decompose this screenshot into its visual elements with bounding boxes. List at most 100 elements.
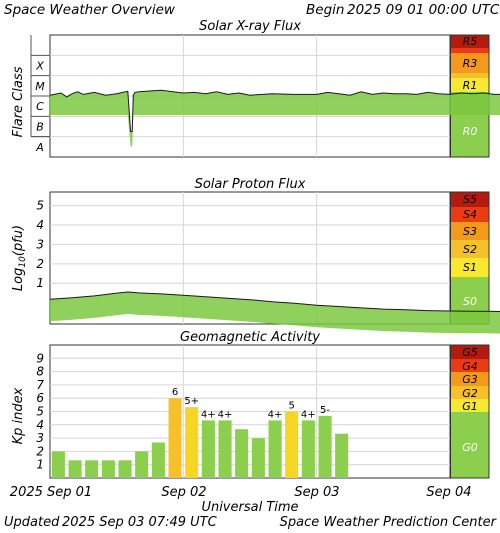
proton-flux-area bbox=[50, 292, 500, 334]
kp-bar bbox=[68, 460, 82, 478]
x-tick-label-sep01: 2025 Sep 01 bbox=[10, 485, 92, 500]
scale-label-g1: G1 bbox=[462, 400, 478, 413]
proton-scale-s3 bbox=[451, 222, 489, 240]
kp-bar bbox=[201, 420, 215, 478]
kp-y-tick-label: 7 bbox=[36, 378, 44, 392]
scale-label-s3: S3 bbox=[463, 225, 477, 238]
page-title: Space Weather Overview bbox=[4, 2, 176, 18]
proton-scale-s5 bbox=[451, 192, 489, 207]
kp-bars: 65+4+ 4+ 4+54+ 5- bbox=[51, 387, 349, 478]
kp-bar bbox=[285, 411, 299, 478]
credit-text: Space Weather Prediction Center bbox=[280, 515, 498, 530]
kp-bar bbox=[218, 420, 232, 478]
proton-y-axis-label: Log10(pfu) bbox=[11, 225, 28, 291]
scale-label-g4: G4 bbox=[462, 360, 478, 373]
kp-y-tick-label: 5 bbox=[36, 405, 44, 419]
kp-bar bbox=[251, 438, 265, 478]
kp-bar-label: 5+ bbox=[184, 396, 199, 407]
updated-time: 2025 Sep 03 07:49 UTC bbox=[62, 515, 218, 530]
kp-bar-label: 4+ bbox=[201, 409, 216, 420]
proton-y-tick-label: 5 bbox=[36, 199, 44, 213]
kp-y-tick-label: 9 bbox=[36, 351, 44, 365]
kp-y-tick-label: 1 bbox=[36, 458, 44, 472]
xray-class-label: X bbox=[35, 60, 44, 73]
kp-bar bbox=[335, 433, 349, 478]
xray-scale-r1 bbox=[451, 78, 489, 92]
updated-label: Updated bbox=[4, 515, 60, 530]
kp-bar bbox=[185, 407, 199, 478]
scale-label-s5: S5 bbox=[463, 193, 477, 206]
xray-class-label: B bbox=[36, 121, 44, 134]
proton-scale-s2 bbox=[451, 240, 489, 258]
kp-y-tick-label: 4 bbox=[36, 418, 44, 432]
kp-bar bbox=[168, 398, 182, 478]
xray-scale-r4 bbox=[451, 48, 489, 53]
proton-scale-s1 bbox=[451, 258, 489, 277]
kp-y-tick-label: 6 bbox=[36, 391, 44, 405]
scale-label-g2: G2 bbox=[462, 387, 478, 400]
kp-bar-label: 6 bbox=[172, 387, 178, 398]
scale-label-r3: R3 bbox=[463, 57, 478, 70]
xray-flux-line bbox=[49, 89, 500, 132]
proton-y-tick-label: 1 bbox=[36, 276, 44, 290]
kp-bar-label: 4+ bbox=[268, 409, 283, 420]
kp-scale-g0 bbox=[451, 412, 489, 478]
xray-flux-area bbox=[50, 90, 500, 147]
scale-label-g3: G3 bbox=[462, 373, 478, 386]
kp-bar-label: 4+ bbox=[218, 409, 233, 420]
kp-bar bbox=[151, 442, 165, 478]
proton-scale-s4 bbox=[451, 207, 489, 222]
kp-scale-g4 bbox=[451, 359, 489, 372]
xray-scale-r3 bbox=[451, 53, 489, 73]
kp-scale-g2 bbox=[451, 386, 489, 399]
xray-scale-r5 bbox=[451, 35, 489, 48]
kp-scale-strip: G0 G1 G2 G3 G4 G5 bbox=[450, 344, 490, 479]
kp-y-axis-label: Kp index bbox=[11, 387, 26, 444]
kp-y-tick-label: 2 bbox=[36, 444, 44, 458]
kp-bar bbox=[118, 460, 132, 478]
scale-label-g5: G5 bbox=[462, 346, 478, 359]
kp-bar bbox=[235, 429, 249, 478]
scale-label-s0: S0 bbox=[463, 295, 477, 308]
xray-class-label: A bbox=[35, 141, 44, 154]
x-axis-label: Universal Time bbox=[201, 500, 298, 515]
xray-class-label: M bbox=[35, 80, 45, 93]
kp-bar-label: 5 bbox=[289, 401, 295, 412]
scale-label-r5: R5 bbox=[463, 35, 478, 48]
kp-bar bbox=[85, 460, 99, 478]
xray-scale-r2 bbox=[451, 73, 489, 78]
proton-flux-line bbox=[49, 291, 500, 312]
xray-y-axis-label: Flare Class bbox=[11, 66, 26, 137]
scale-label-r1: R1 bbox=[463, 79, 478, 92]
proton-scale-strip: S0 S1 S2 S3 S4 S5 bbox=[450, 191, 490, 325]
begin-time: 2025 09 01 00:00 UTC bbox=[347, 2, 500, 18]
scale-label-g0: G0 bbox=[462, 441, 478, 454]
scale-label-r0: R0 bbox=[463, 125, 478, 138]
kp-scale-g3 bbox=[451, 372, 489, 386]
proton-y-tick-label: 2 bbox=[36, 257, 44, 271]
kp-bar bbox=[318, 415, 332, 478]
x-tick-label-sep04: Sep 04 bbox=[426, 485, 471, 500]
kp-bar bbox=[268, 420, 282, 478]
kp-bar bbox=[135, 451, 149, 478]
kp-bar-label: 4+ bbox=[301, 409, 316, 420]
proton-y-tick-label: 3 bbox=[36, 237, 44, 251]
kp-bar-label: 5- bbox=[320, 405, 330, 416]
scale-label-s4: S4 bbox=[463, 208, 477, 221]
x-tick-label-sep02: Sep 02 bbox=[161, 485, 206, 500]
kp-bar bbox=[101, 460, 115, 478]
xray-flux-series bbox=[49, 89, 500, 147]
scale-label-s2: S2 bbox=[463, 243, 477, 256]
kp-scale-frame bbox=[450, 344, 490, 479]
begin-label: Begin bbox=[306, 2, 344, 18]
proton-y-tick-label: 4 bbox=[36, 218, 44, 232]
kp-scale-g1 bbox=[451, 399, 489, 412]
proton-panel-title: Solar Proton Flux bbox=[195, 177, 306, 192]
x-tick-label-sep03: Sep 03 bbox=[294, 485, 339, 500]
xray-panel-title: Solar X-ray Flux bbox=[199, 19, 301, 34]
kp-scale-g5 bbox=[451, 345, 489, 359]
kp-bar bbox=[51, 451, 65, 478]
